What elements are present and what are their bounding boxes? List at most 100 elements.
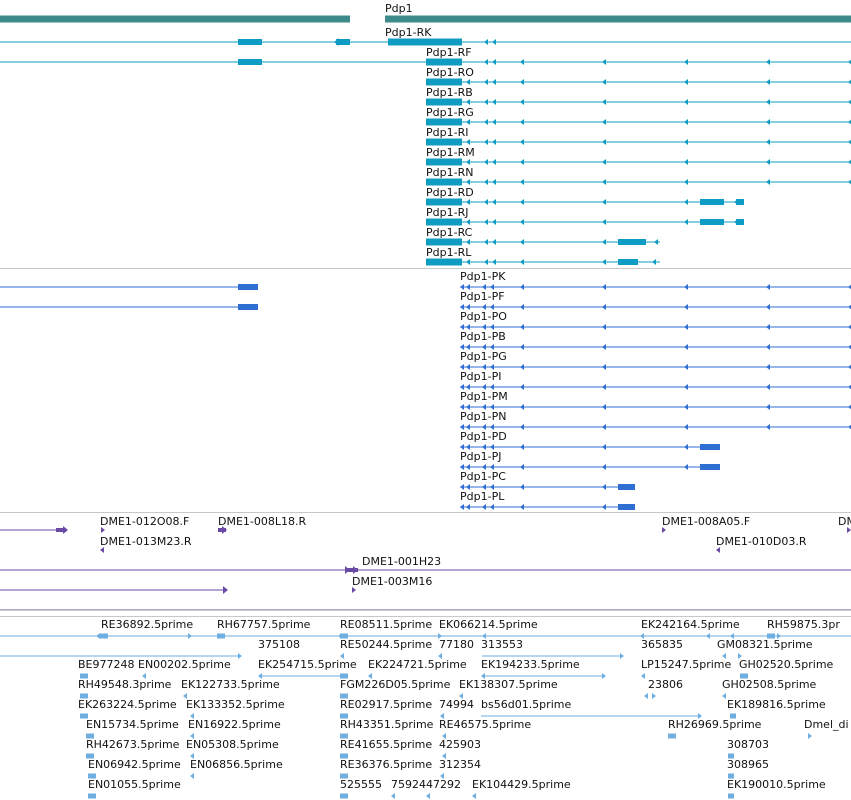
cdna-label[interactable]: GH02508.5prime bbox=[722, 678, 817, 691]
cdna-label[interactable]: BE977248 bbox=[78, 658, 135, 671]
cdna-label[interactable]: GH02520.5prime bbox=[739, 658, 834, 671]
cdna-label[interactable]: 23806 bbox=[648, 678, 683, 691]
cdna-label[interactable]: EK254715.5prime bbox=[258, 658, 357, 671]
strand-arrow bbox=[466, 119, 470, 125]
gene-label[interactable]: Pdp1 bbox=[385, 2, 413, 15]
cdna-label[interactable]: RH26969.5prime bbox=[668, 718, 762, 731]
strand-arrow bbox=[654, 239, 658, 245]
cdna-label[interactable]: RE36376.5prime bbox=[340, 758, 433, 771]
cdna-label[interactable]: 525555 bbox=[340, 778, 382, 791]
cdna-label[interactable]: 425903 bbox=[439, 738, 481, 751]
probe-label[interactable]: DME1-008L18.R bbox=[218, 515, 307, 528]
protein-label[interactable]: Pdp1-PG bbox=[460, 350, 507, 363]
cdna-label[interactable]: RE41655.5prime bbox=[340, 738, 433, 751]
transcript-label[interactable]: Pdp1-RB bbox=[426, 86, 473, 99]
cdna-label[interactable]: EK242164.5prime bbox=[641, 618, 740, 631]
cdna-label[interactable]: EN01055.5prime bbox=[88, 778, 181, 791]
cdna-label[interactable]: EN06942.5prime bbox=[88, 758, 181, 771]
protein-label[interactable]: Pdp1-PO bbox=[460, 310, 507, 323]
cdna-label[interactable]: 74994 bbox=[439, 698, 474, 711]
transcript-label[interactable]: Pdp1-RC bbox=[426, 226, 473, 239]
exon-box bbox=[238, 284, 258, 290]
cdna-label[interactable]: FGM226D05.5prime bbox=[340, 678, 451, 691]
probe-label[interactable]: DME1-003M16 bbox=[352, 575, 433, 588]
cdna-label[interactable]: EK133352.5prime bbox=[186, 698, 285, 711]
transcript-label[interactable]: Pdp1-RN bbox=[426, 166, 474, 179]
protein-label[interactable]: Pdp1-PL bbox=[460, 490, 505, 503]
cdna-label[interactable]: EN00202.5prime bbox=[138, 658, 231, 671]
cdna-label[interactable]: 365835 bbox=[641, 638, 683, 651]
cdna-label[interactable]: 308965 bbox=[727, 758, 769, 771]
cdna-label[interactable]: EK190010.5prime bbox=[727, 778, 826, 791]
cdna-label[interactable]: 375108 bbox=[258, 638, 300, 651]
strand-arrow bbox=[602, 404, 606, 410]
cdna-label[interactable]: EN16922.5prime bbox=[188, 718, 281, 731]
cdna-label[interactable]: EK138307.5prime bbox=[459, 678, 558, 691]
transcript-label[interactable]: Pdp1-RI bbox=[426, 126, 469, 139]
cdna-label[interactable]: Dmel_di bbox=[804, 718, 849, 731]
probe-label[interactable]: DME1-008A05.F bbox=[662, 515, 751, 528]
protein-label[interactable]: Pdp1-PK bbox=[460, 270, 506, 283]
cdna-label[interactable]: EK194233.5prime bbox=[481, 658, 580, 671]
cdna-label[interactable]: RE36892.5prime bbox=[101, 618, 194, 631]
strand-arrow bbox=[766, 179, 770, 185]
cdna-label[interactable]: EK189816.5prime bbox=[727, 698, 826, 711]
cdna-label[interactable]: 77180 bbox=[439, 638, 474, 651]
protein-label[interactable]: Pdp1-PM bbox=[460, 390, 508, 403]
strand-arrow bbox=[460, 304, 464, 310]
strand-arrow bbox=[492, 179, 496, 185]
transcript-label[interactable]: Pdp1-RJ bbox=[426, 206, 469, 219]
cdna-label[interactable]: EN15734.5prime bbox=[86, 718, 179, 731]
transcript-label[interactable]: Pdp1-RM bbox=[426, 146, 475, 159]
probe-label[interactable]: DME1-013M23.R bbox=[100, 535, 192, 548]
probe-label[interactable]: DME1-001H23 bbox=[362, 555, 442, 568]
cdna-label[interactable]: 47292 bbox=[426, 778, 461, 791]
cdna-label[interactable]: LP15247.5prime bbox=[641, 658, 732, 671]
strand-arrow bbox=[520, 79, 524, 85]
strand-arrow bbox=[520, 484, 524, 490]
cdna-label[interactable]: RE02917.5prime bbox=[340, 698, 433, 711]
protein-label[interactable]: Pdp1-PF bbox=[460, 290, 505, 303]
transcript-label[interactable]: Pdp1-RK bbox=[385, 26, 432, 39]
cdna-label[interactable]: RH42673.5prime bbox=[86, 738, 180, 751]
cdna-label[interactable]: RE08511.5prime bbox=[340, 618, 433, 631]
cdna-label[interactable]: EK122733.5prime bbox=[181, 678, 280, 691]
cdna-label[interactable]: 312354 bbox=[439, 758, 481, 771]
cdna-label[interactable]: RH59875.3pr bbox=[767, 618, 840, 631]
transcript-label[interactable]: Pdp1-RD bbox=[426, 186, 474, 199]
cdna-label[interactable]: bs56d01.5prime bbox=[481, 698, 572, 711]
probe-label[interactable]: DM bbox=[838, 515, 851, 528]
protein-label[interactable]: Pdp1-PJ bbox=[460, 450, 502, 463]
probe-label[interactable]: DME1-012O08.F bbox=[100, 515, 190, 528]
transcript-label[interactable]: Pdp1-RO bbox=[426, 66, 474, 79]
cdna-label[interactable]: RH43351.5prime bbox=[340, 718, 434, 731]
cdna-label[interactable]: EK104429.5prime bbox=[472, 778, 571, 791]
protein-label[interactable]: Pdp1-PD bbox=[460, 430, 507, 443]
transcript-label[interactable]: Pdp1-RL bbox=[426, 246, 472, 259]
cdna-label[interactable]: 308703 bbox=[727, 738, 769, 751]
cdna-label[interactable]: GM08321.5prime bbox=[717, 638, 813, 651]
protein-label[interactable]: Pdp1-PI bbox=[460, 370, 502, 383]
transcript-label[interactable]: Pdp1-RG bbox=[426, 106, 474, 119]
strand-arrow bbox=[684, 324, 688, 330]
cdna-label[interactable]: EK066214.5prime bbox=[439, 618, 538, 631]
cdna-label[interactable]: RH67757.5prime bbox=[217, 618, 311, 631]
protein-label[interactable]: Pdp1-PB bbox=[460, 330, 506, 343]
protein-label[interactable]: Pdp1-PN bbox=[460, 410, 507, 423]
strand-arrow bbox=[520, 424, 524, 430]
probe-label[interactable]: DME1-010D03.R bbox=[716, 535, 807, 548]
strand-arrow bbox=[492, 259, 496, 265]
protein-label[interactable]: Pdp1-PC bbox=[460, 470, 506, 483]
cdna-label[interactable]: RE50244.5prime bbox=[340, 638, 433, 651]
cdna-label[interactable]: 313553 bbox=[481, 638, 523, 651]
cdna-label[interactable]: EN05308.5prime bbox=[186, 738, 279, 751]
cdna-label[interactable]: EK224721.5prime bbox=[368, 658, 467, 671]
cdna-label[interactable]: RH49548.3prime bbox=[78, 678, 172, 691]
strand-arrow bbox=[848, 59, 851, 65]
strand-arrow bbox=[684, 159, 688, 165]
cdna-label[interactable]: 75924 bbox=[391, 778, 426, 791]
cdna-label[interactable]: EK263224.5prime bbox=[78, 698, 177, 711]
cdna-label[interactable]: EN06856.5prime bbox=[190, 758, 283, 771]
transcript-label[interactable]: Pdp1-RF bbox=[426, 46, 472, 59]
cdna-label[interactable]: RE46575.5prime bbox=[439, 718, 532, 731]
